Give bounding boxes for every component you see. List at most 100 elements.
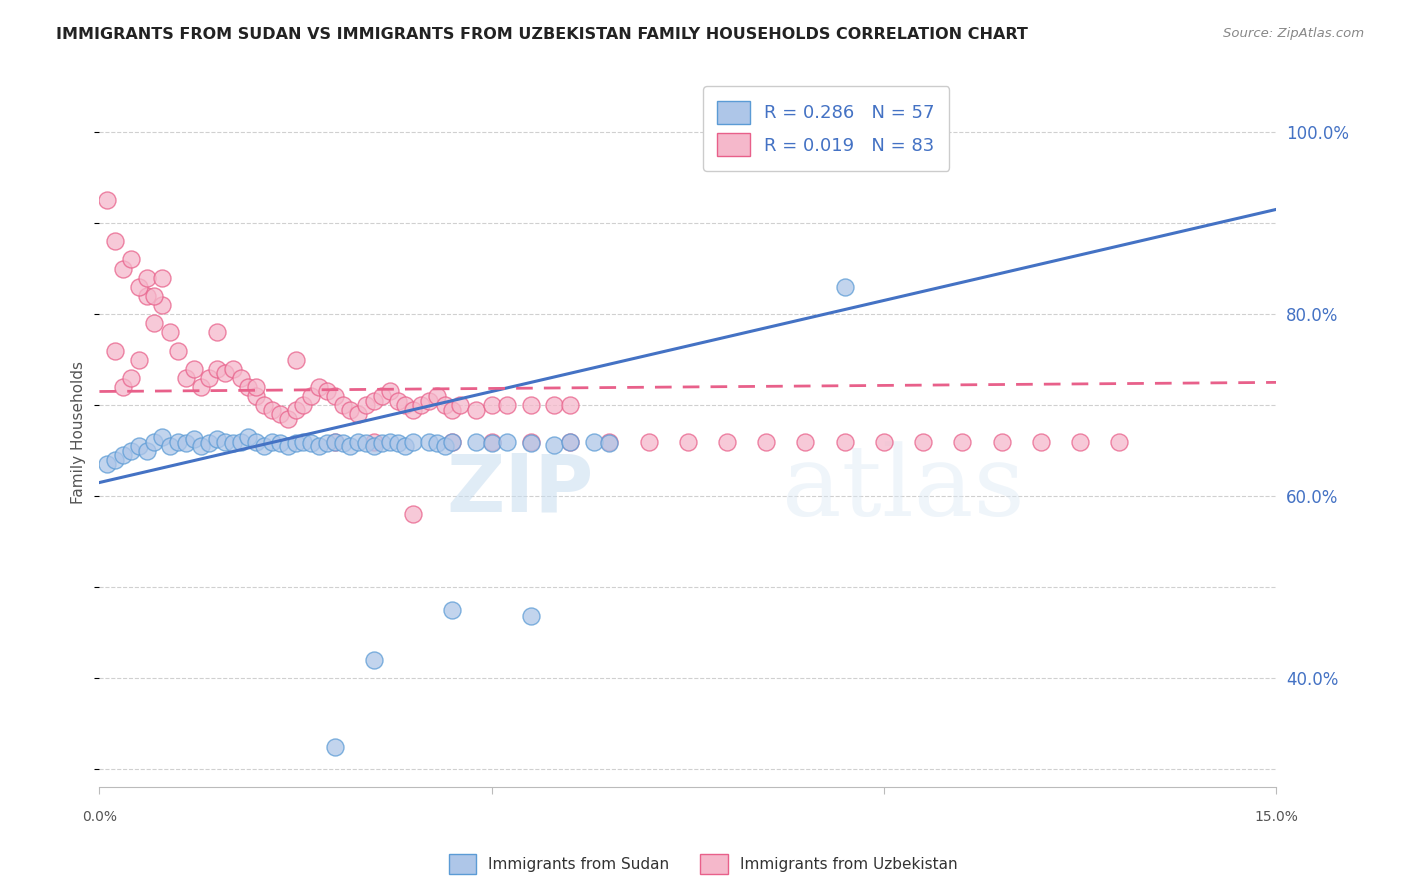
Point <box>950 434 973 449</box>
Point <box>598 434 620 449</box>
Point <box>135 443 157 458</box>
Point <box>159 326 181 340</box>
Point <box>418 393 440 408</box>
Point <box>174 436 197 450</box>
Text: atlas: atlas <box>782 442 1025 537</box>
Point <box>316 436 339 450</box>
Point <box>323 434 346 449</box>
Point <box>198 371 221 385</box>
Point <box>277 412 299 426</box>
Point <box>387 393 409 408</box>
Point <box>990 434 1012 449</box>
Text: IMMIGRANTS FROM SUDAN VS IMMIGRANTS FROM UZBEKISTAN FAMILY HOUSEHOLDS CORRELATIO: IMMIGRANTS FROM SUDAN VS IMMIGRANTS FROM… <box>56 27 1028 42</box>
Point <box>111 261 134 276</box>
Point <box>104 452 127 467</box>
Point <box>120 443 142 458</box>
Point <box>543 438 565 452</box>
Text: Source: ZipAtlas.com: Source: ZipAtlas.com <box>1223 27 1364 40</box>
Point <box>354 436 377 450</box>
Point <box>284 352 307 367</box>
Point <box>214 434 236 449</box>
Point <box>465 402 488 417</box>
Point <box>543 398 565 412</box>
Point <box>299 436 322 450</box>
Point <box>292 434 315 449</box>
Point <box>128 352 150 367</box>
Point <box>394 398 416 412</box>
Point <box>354 398 377 412</box>
Point <box>198 436 221 450</box>
Point <box>260 402 283 417</box>
Point <box>1029 434 1052 449</box>
Point <box>323 739 346 754</box>
Point <box>183 361 205 376</box>
Point <box>676 434 699 449</box>
Point <box>222 436 245 450</box>
Point <box>323 389 346 403</box>
Point <box>394 439 416 453</box>
Point <box>834 434 856 449</box>
Point <box>174 371 197 385</box>
Point <box>755 434 778 449</box>
Point <box>378 434 401 449</box>
Point <box>716 434 738 449</box>
Point <box>245 389 267 403</box>
Point <box>238 380 260 394</box>
Point <box>418 434 440 449</box>
Point <box>190 439 212 453</box>
Point <box>598 436 620 450</box>
Point <box>260 434 283 449</box>
Point <box>582 434 605 449</box>
Point <box>363 393 385 408</box>
Point <box>441 603 464 617</box>
Point <box>378 384 401 399</box>
Point <box>150 270 173 285</box>
Point <box>441 434 464 449</box>
Point <box>104 235 127 249</box>
Point <box>481 436 503 450</box>
Legend: Immigrants from Sudan, Immigrants from Uzbekistan: Immigrants from Sudan, Immigrants from U… <box>443 848 963 880</box>
Point <box>1108 434 1130 449</box>
Text: 15.0%: 15.0% <box>1254 810 1298 824</box>
Point <box>316 384 339 399</box>
Point <box>794 434 817 449</box>
Point <box>143 316 166 330</box>
Point <box>426 389 449 403</box>
Point <box>299 389 322 403</box>
Point <box>205 432 228 446</box>
Point <box>167 434 190 449</box>
Point <box>339 439 361 453</box>
Point <box>834 280 856 294</box>
Point <box>128 439 150 453</box>
Point <box>347 434 370 449</box>
Point <box>111 380 134 394</box>
Point <box>332 436 354 450</box>
Point <box>120 252 142 267</box>
Point <box>433 439 456 453</box>
Point <box>481 398 503 412</box>
Point <box>245 434 267 449</box>
Point <box>229 371 252 385</box>
Point <box>245 380 267 394</box>
Point <box>402 434 425 449</box>
Point <box>104 343 127 358</box>
Point <box>433 398 456 412</box>
Legend: R = 0.286   N = 57, R = 0.019   N = 83: R = 0.286 N = 57, R = 0.019 N = 83 <box>703 87 949 170</box>
Point <box>363 434 385 449</box>
Point <box>441 434 464 449</box>
Point <box>1069 434 1091 449</box>
Point <box>284 436 307 450</box>
Point <box>496 398 519 412</box>
Point <box>205 326 228 340</box>
Point <box>520 609 543 624</box>
Point <box>238 430 260 444</box>
Point <box>120 371 142 385</box>
Point <box>205 361 228 376</box>
Point <box>363 439 385 453</box>
Point <box>183 432 205 446</box>
Point <box>214 366 236 380</box>
Point <box>332 398 354 412</box>
Point <box>222 361 245 376</box>
Point <box>426 436 449 450</box>
Point <box>402 402 425 417</box>
